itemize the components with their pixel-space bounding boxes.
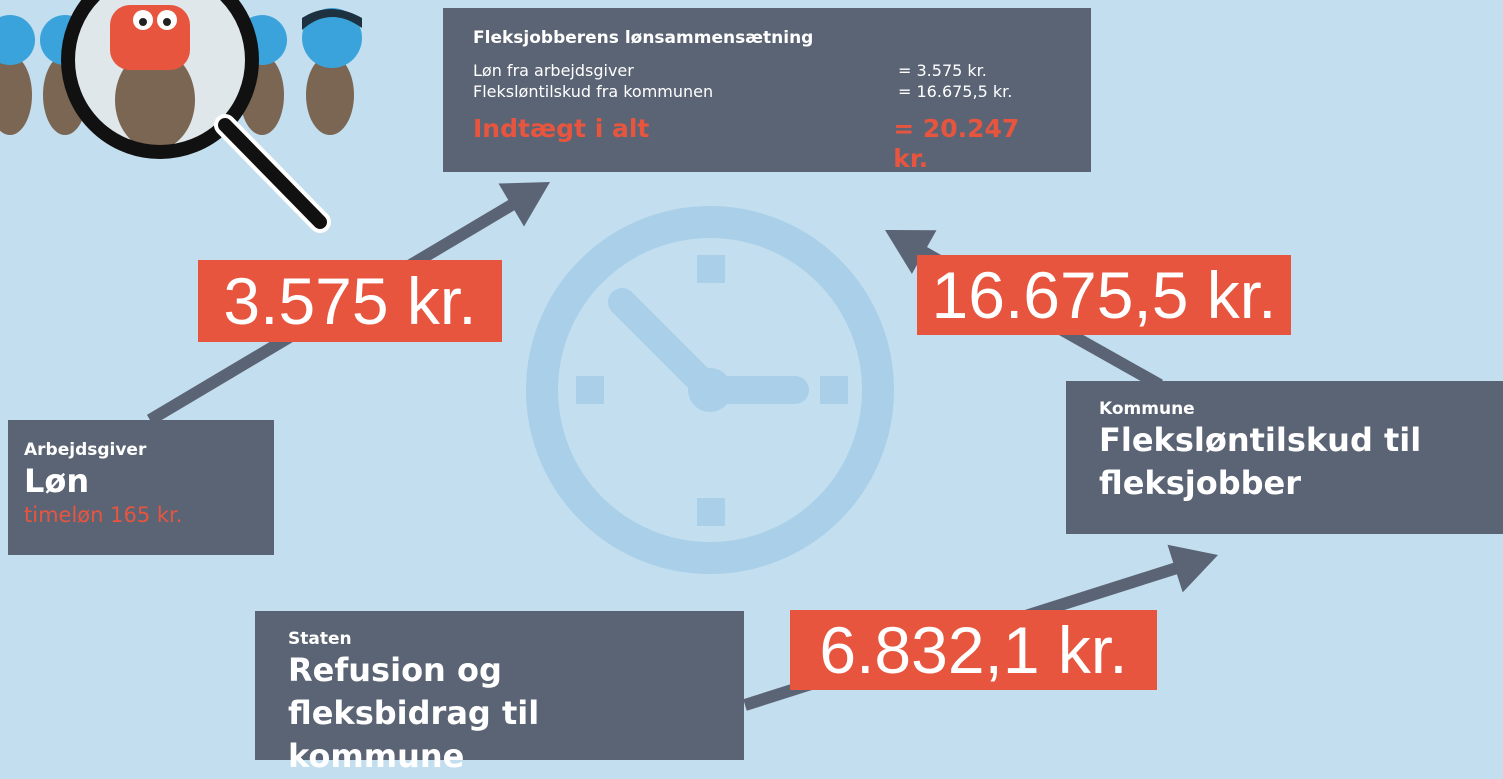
amount-tag: 6.832,1 kr.: [790, 610, 1157, 690]
summary-row: Fleksløntilskud fra kommunen= 16.675,5 k…: [473, 81, 1061, 102]
row-value: = 3.575 kr.: [898, 60, 987, 81]
amount-tag: 16.675,5 kr.: [917, 255, 1291, 335]
node-label: Arbejdsgiver: [24, 440, 258, 460]
row-value: = 16.675,5 kr.: [898, 81, 1012, 102]
node-box: Kommune Fleksløntilskud til fleksjobber: [1066, 381, 1503, 534]
page: {"summary": {"title": "Fleksjobberens lø…: [0, 0, 1503, 760]
characters: [0, 0, 362, 222]
node-box: Arbejdsgiver Løn timeløn 165 kr.: [8, 420, 274, 555]
total-value: = 20.247 kr.: [893, 114, 1061, 174]
summary-title: Fleksjobberens lønsammensætning: [473, 28, 1061, 48]
summary-box: Fleksjobberens lønsammensætning Løn fra …: [443, 8, 1091, 172]
amount-tag: 3.575 kr.: [198, 260, 502, 342]
row-label: Fleksløntilskud fra kommunen: [473, 81, 898, 102]
node-note: timeløn 165 kr.: [24, 503, 258, 527]
summary-row: Løn fra arbejdsgiver= 3.575 kr.: [473, 60, 1061, 81]
total-label: Indtægt i alt: [473, 114, 893, 174]
summary-total: Indtægt i alt= 20.247 kr.: [473, 114, 1061, 174]
node-box: Staten Refusion og fleksbidrag til kommu…: [255, 611, 744, 760]
node-title: Løn: [24, 460, 258, 503]
node-title: Refusion og fleksbidrag til kommune: [288, 649, 708, 779]
row-label: Løn fra arbejdsgiver: [473, 60, 898, 81]
node-label: Kommune: [1099, 399, 1470, 419]
clock: [542, 222, 878, 558]
node-label: Staten: [288, 629, 711, 649]
node-title: Fleksløntilskud til fleksjobber: [1099, 419, 1429, 505]
